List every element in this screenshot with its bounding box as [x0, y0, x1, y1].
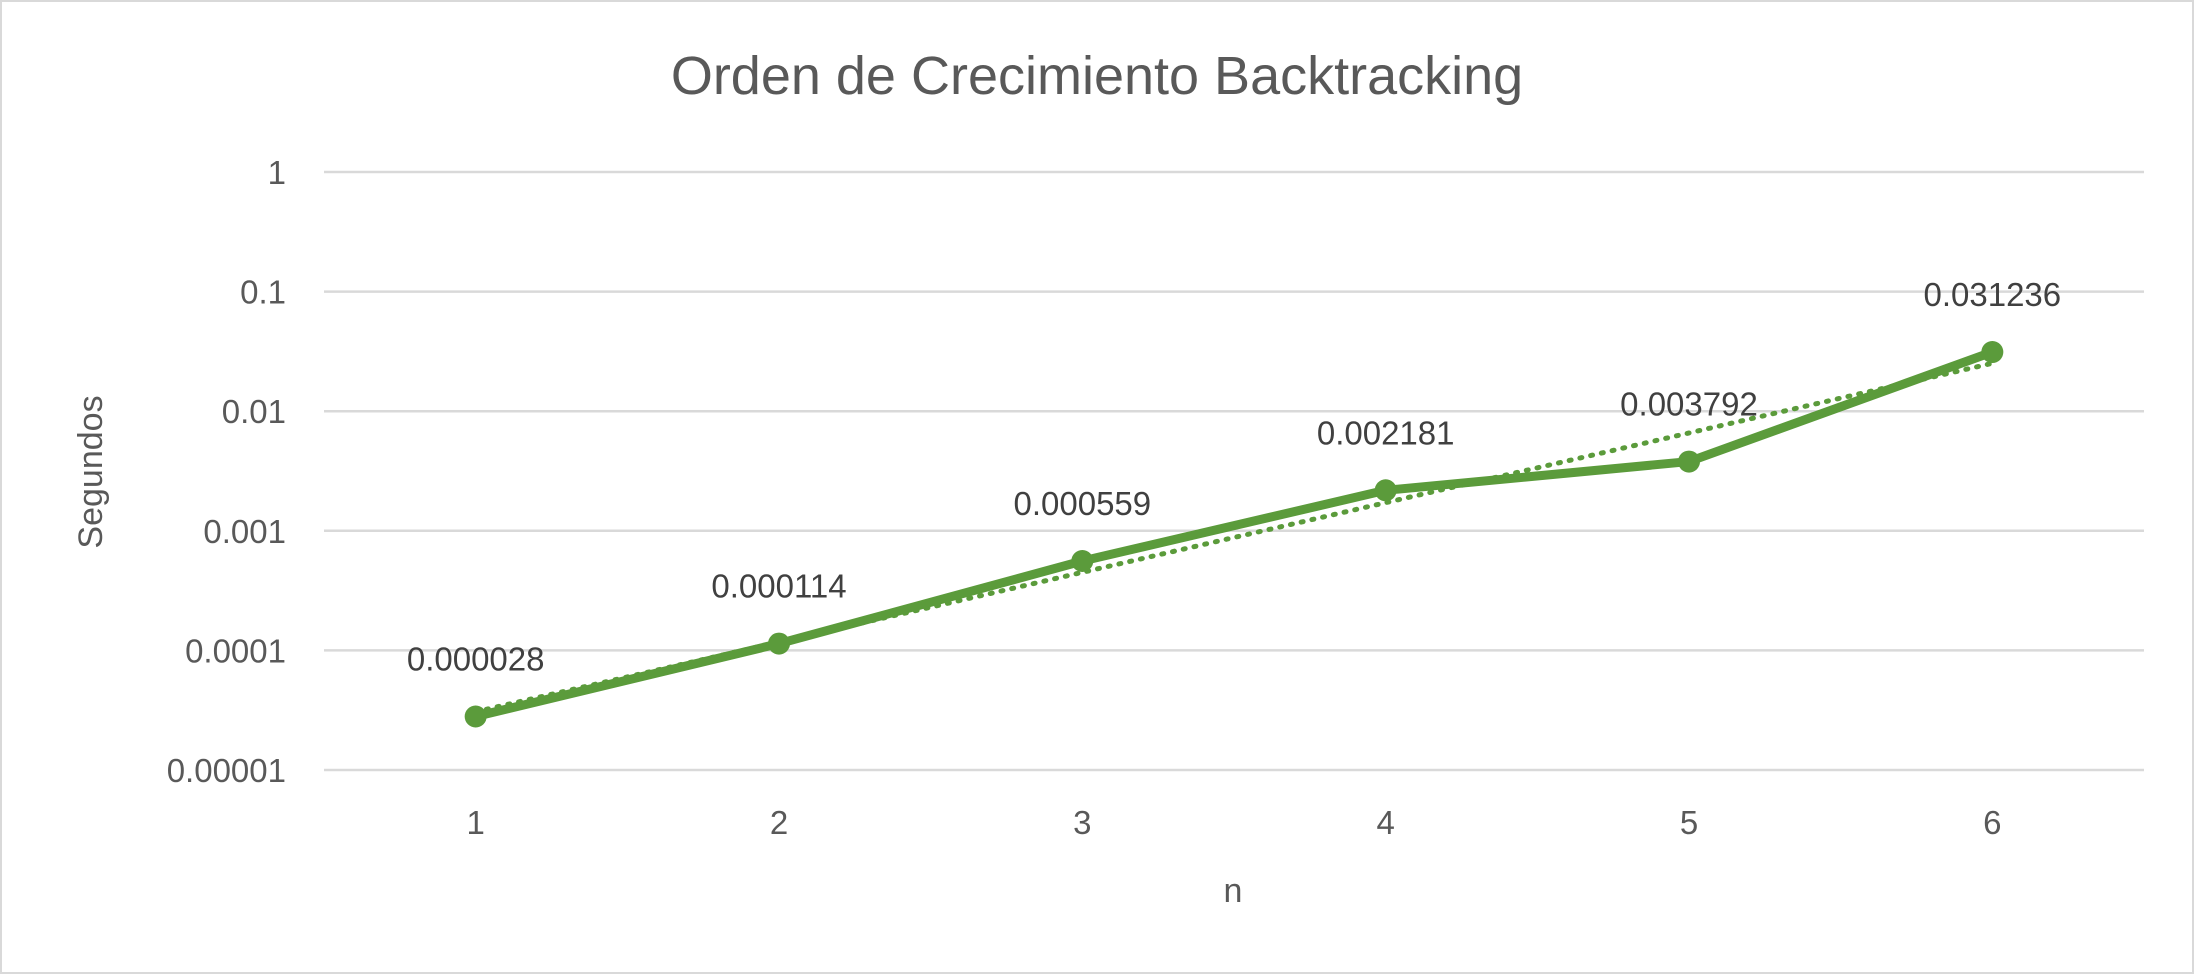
trendline-path [473, 360, 1995, 715]
x-axis-tick-labels: 1 2 3 4 5 6 [466, 804, 2001, 841]
series-markers [464, 341, 2004, 728]
data-point [768, 632, 790, 655]
y-tick-label: 0.001 [203, 513, 286, 550]
x-tick-label: 6 [1983, 804, 2001, 841]
x-tick-label: 5 [1680, 804, 1698, 841]
x-axis-title: n [1224, 872, 1243, 910]
data-point [1374, 479, 1397, 502]
data-label: 0.000028 [407, 641, 545, 678]
x-tick-label: 3 [1073, 804, 1091, 841]
data-label: 0.003792 [1620, 386, 1758, 423]
y-axis-title: Segundos [72, 395, 110, 548]
y-tick-label: 1 [268, 154, 286, 191]
data-point [1981, 341, 2004, 364]
data-point [464, 705, 487, 728]
data-labels: 0.000028 0.000114 0.000559 0.002181 0.003792… [407, 276, 2061, 677]
data-label: 0.000114 [711, 568, 846, 605]
data-label: 0.031236 [1924, 276, 2062, 313]
data-point [1678, 450, 1700, 473]
trendline [473, 360, 1995, 715]
series-line [471, 347, 1997, 722]
y-tick-label: 0.00001 [167, 752, 286, 789]
chart-title: Orden de Crecimiento Backtracking [671, 46, 1523, 106]
data-point [1071, 550, 1094, 573]
x-tick-label: 2 [770, 804, 788, 841]
y-axis-tick-labels: 0.00001 0.0001 0.001 0.01 0.1 1 [167, 154, 286, 789]
y-tick-label: 0.01 [222, 393, 286, 430]
data-label: 0.002181 [1317, 414, 1455, 451]
x-tick-label: 1 [466, 804, 484, 841]
series-polyline [471, 347, 1997, 722]
y-tick-label: 0.0001 [185, 632, 286, 669]
gridlines [324, 170, 2144, 772]
y-tick-label: 0.1 [240, 274, 286, 311]
x-tick-label: 4 [1376, 804, 1394, 841]
data-label: 0.000559 [1014, 485, 1152, 522]
